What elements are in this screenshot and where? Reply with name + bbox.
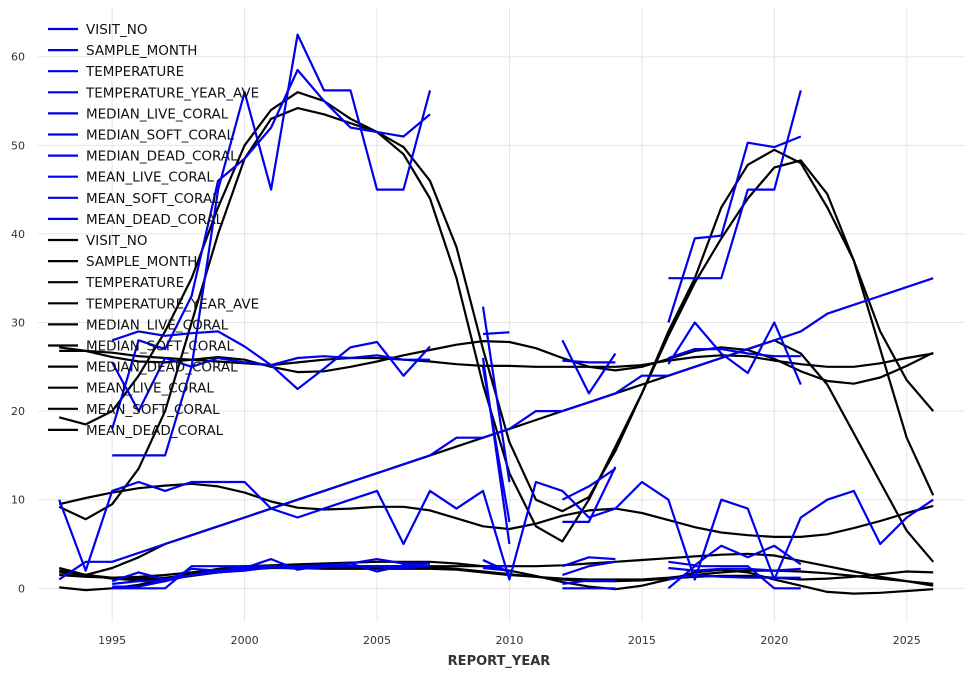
y-tick-labels: 0 10 20 30 40 50 60 — [11, 51, 25, 596]
legend-entry: MEAN_LIVE_CORAL — [48, 170, 214, 186]
legend-label: MEDIAN_SOFT_CORAL — [86, 339, 234, 355]
series-line-7 — [111, 68, 802, 545]
legend-entry: SAMPLE_MONTH — [48, 254, 197, 270]
legend-label: MEAN_LIVE_CORAL — [86, 170, 214, 186]
series-line-3 — [111, 330, 801, 367]
legend-entry: TEMPERATURE — [48, 275, 184, 291]
x-tick-label: 2020 — [760, 634, 788, 647]
series-layer — [58, 33, 935, 595]
legend-label: MEDIAN_LIVE_CORAL — [86, 106, 229, 122]
legend-label: MEAN_DEAD_CORAL — [86, 423, 224, 439]
y-tick-label: 50 — [11, 139, 25, 152]
legend-entry: MEDIAN_LIVE_CORAL — [48, 106, 229, 122]
legend: VISIT_NO SAMPLE_MONTH TEMPERATURE TEMPERATU… — [48, 22, 259, 439]
legend-entry: VISIT_NO — [48, 22, 148, 38]
legend-label: MEDIAN_DEAD_CORAL — [86, 149, 238, 165]
legend-label: TEMPERATURE_YEAR_AVE — [85, 296, 259, 312]
legend-label: MEAN_LIVE_CORAL — [86, 381, 214, 397]
legend-label: MEAN_SOFT_CORAL — [86, 191, 220, 207]
series-line-10 — [58, 482, 934, 538]
legend-label: MEDIAN_SOFT_CORAL — [86, 128, 234, 144]
x-tick-label: 1995 — [98, 634, 126, 647]
legend-entry: MEDIAN_SOFT_CORAL — [48, 128, 234, 144]
legend-entry: MEAN_DEAD_CORAL — [48, 212, 224, 228]
legend-label: SAMPLE_MONTH — [86, 43, 197, 59]
y-tick-label: 20 — [11, 405, 25, 418]
legend-entry: MEDIAN_LIVE_CORAL — [48, 317, 229, 333]
legend-entry: TEMPERATURE_YEAR_AVE — [48, 85, 259, 101]
legend-label: TEMPERATURE — [85, 64, 184, 80]
series-line-13 — [59, 340, 934, 385]
x-tick-label: 2015 — [628, 634, 656, 647]
legend-label: MEDIAN_DEAD_CORAL — [86, 360, 238, 376]
y-tick-label: 0 — [18, 582, 25, 595]
legend-entry: MEAN_SOFT_CORAL — [48, 402, 220, 418]
legend-entry: TEMPERATURE — [48, 64, 184, 80]
series-line-12 — [59, 349, 934, 368]
x-tick-label: 2025 — [893, 634, 921, 647]
legend-entry: MEAN_SOFT_CORAL — [48, 191, 220, 207]
legend-entry: TEMPERATURE_YEAR_AVE — [48, 296, 259, 312]
x-tick-label: 2005 — [363, 634, 391, 647]
y-tick-label: 30 — [11, 317, 25, 330]
legend-label: VISIT_NO — [86, 233, 148, 249]
legend-entry: MEDIAN_DEAD_CORAL — [48, 360, 238, 376]
y-tick-label: 10 — [11, 494, 25, 507]
legend-entry: MEDIAN_DEAD_CORAL — [48, 149, 238, 165]
legend-entry: MEDIAN_SOFT_CORAL — [48, 339, 234, 355]
legend-entry: MEAN_LIVE_CORAL — [48, 381, 214, 397]
legend-label: MEDIAN_LIVE_CORAL — [86, 317, 229, 333]
series-line-0 — [58, 277, 934, 581]
legend-label: MEAN_SOFT_CORAL — [86, 402, 220, 418]
legend-entry: SAMPLE_MONTH — [48, 43, 197, 59]
x-axis-label: REPORT_YEAR — [448, 654, 551, 669]
series-line-9 — [111, 559, 801, 583]
legend-entry: MEAN_DEAD_CORAL — [48, 423, 224, 439]
legend-label: SAMPLE_MONTH — [86, 254, 197, 270]
y-tick-label: 60 — [11, 51, 25, 64]
x-tick-labels: 1995 2000 2005 2010 2015 2020 2025 — [98, 634, 921, 647]
legend-entry: VISIT_NO — [48, 233, 148, 249]
series-line-1 — [58, 480, 934, 581]
legend-label: MEAN_DEAD_CORAL — [86, 212, 224, 228]
legend-label: TEMPERATURE — [85, 275, 184, 291]
x-tick-label: 2000 — [231, 634, 259, 647]
legend-label: TEMPERATURE_YEAR_AVE — [85, 85, 259, 101]
legend-label: VISIT_NO — [86, 22, 148, 38]
y-tick-label: 40 — [11, 228, 25, 241]
x-tick-label: 2010 — [495, 634, 523, 647]
